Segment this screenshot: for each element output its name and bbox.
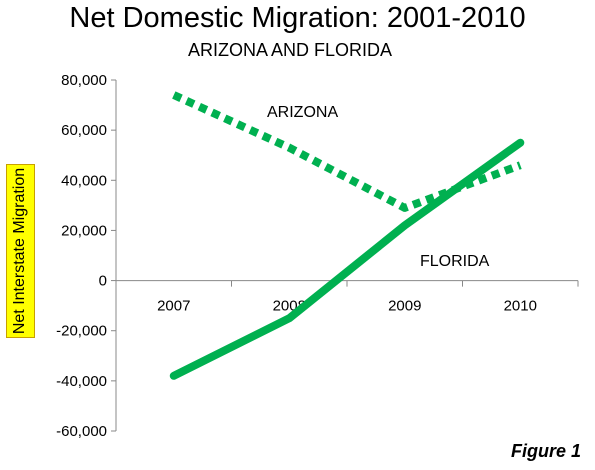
chart-subtitle: ARIZONA AND FLORIDA — [187, 40, 393, 60]
chart-title: Net Domestic Migration: 2001-2010 — [69, 2, 526, 34]
y-tick-label: -60,000 — [56, 423, 107, 440]
series-line-arizona — [172, 91, 522, 212]
y-tick-label: -40,000 — [56, 373, 107, 390]
y-axis-label-box — [6, 164, 35, 338]
x-tick-label: 2010 — [504, 298, 537, 315]
y-tick-label: 80,000 — [61, 72, 107, 89]
series-label-florida: FLORIDA — [420, 253, 490, 270]
y-tick-label: 20,000 — [61, 222, 107, 239]
y-tick-label: 40,000 — [61, 172, 107, 189]
figure-label: Figure 1 — [510, 441, 581, 461]
y-tick-label: 0 — [99, 273, 107, 290]
y-tick-label: -20,000 — [56, 323, 107, 340]
x-tick-label: 2007 — [157, 298, 190, 315]
y-tick-label: 60,000 — [61, 122, 107, 139]
x-tick-label: 2009 — [388, 298, 421, 315]
series-line-florida — [169, 138, 525, 380]
series-label-arizona: ARIZONA — [267, 104, 338, 121]
